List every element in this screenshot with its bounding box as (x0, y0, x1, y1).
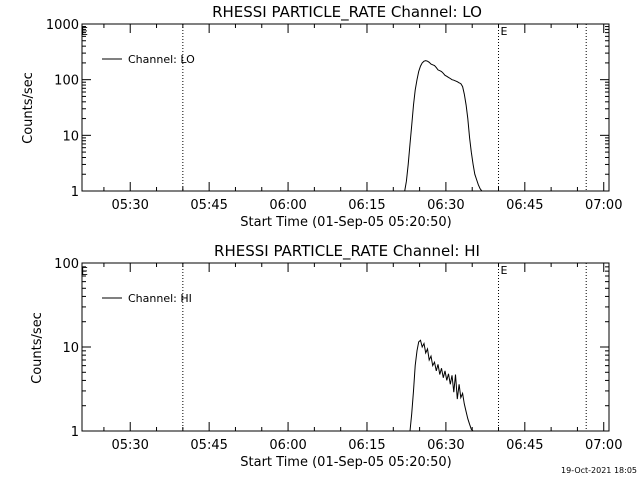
panel2-y-tick-label-1: 1 (71, 425, 79, 440)
panel2-x-tick-label-0545: 05:45 (190, 438, 227, 453)
panel2-series-line-0 (409, 339, 474, 432)
panel2-y-axis-label: Counts/sec (30, 312, 45, 384)
panel2-plot-frame (81, 262, 610, 432)
panel2-x-tick-label-0530: 05:30 (111, 438, 148, 453)
panel1-x-tick-label-0645: 06:45 (506, 198, 543, 213)
generated-timestamp: 19-Oct-2021 18:05 (561, 466, 637, 475)
panel1-y-axis-label: Counts/sec (21, 72, 36, 144)
panel2-x-tick-label-0645: 06:45 (506, 438, 543, 453)
panel2-x-tick-label-0700: 07:00 (585, 438, 622, 453)
panel2-x-axis-label: Start Time (01-Sep-05 05:20:50) (240, 455, 451, 470)
panel1-x-tick-label-0630: 06:30 (427, 198, 464, 213)
panel1-vline-label-2: E (501, 25, 508, 38)
panel1-y-tick-label-10: 10 (62, 129, 79, 144)
panel1-x-tick-label-0530: 05:30 (111, 198, 148, 213)
panel2-title: RHESSI PARTICLE_RATE Channel: HI (214, 242, 480, 261)
panel1-series-line-0 (404, 60, 484, 192)
panel1-legend-label: Channel: LO (128, 53, 195, 66)
panel2-legend-label: Channel: HI (128, 292, 192, 305)
panel1-x-tick-label-0700: 07:00 (585, 198, 622, 213)
panel2-x-tick-label-0600: 06:00 (269, 438, 306, 453)
panel1-x-axis-label: Start Time (01-Sep-05 05:20:50) (240, 215, 451, 230)
panel1-plot-frame (81, 23, 610, 192)
panel2-vline-label-2: E (501, 264, 508, 277)
panel1-x-tick-label-0600: 06:00 (269, 198, 306, 213)
panel2-y-tick-label-100: 100 (54, 257, 79, 272)
panel1-title: RHESSI PARTICLE_RATE Channel: LO (212, 3, 482, 22)
panel1-left-edge-marker: E (81, 25, 88, 38)
panel1-y-tick-label-1000: 1000 (46, 18, 79, 33)
panel2-y-tick-label-10: 10 (62, 341, 79, 356)
panel1-y-tick-label-100: 100 (54, 74, 79, 89)
panel1-x-tick-label-0545: 05:45 (190, 198, 227, 213)
panel1-y-tick-label-1: 1 (71, 185, 79, 200)
panel1-x-tick-label-0615: 06:15 (348, 198, 385, 213)
panel2-x-tick-label-0615: 06:15 (348, 438, 385, 453)
panel2-x-tick-label-0630: 06:30 (427, 438, 464, 453)
